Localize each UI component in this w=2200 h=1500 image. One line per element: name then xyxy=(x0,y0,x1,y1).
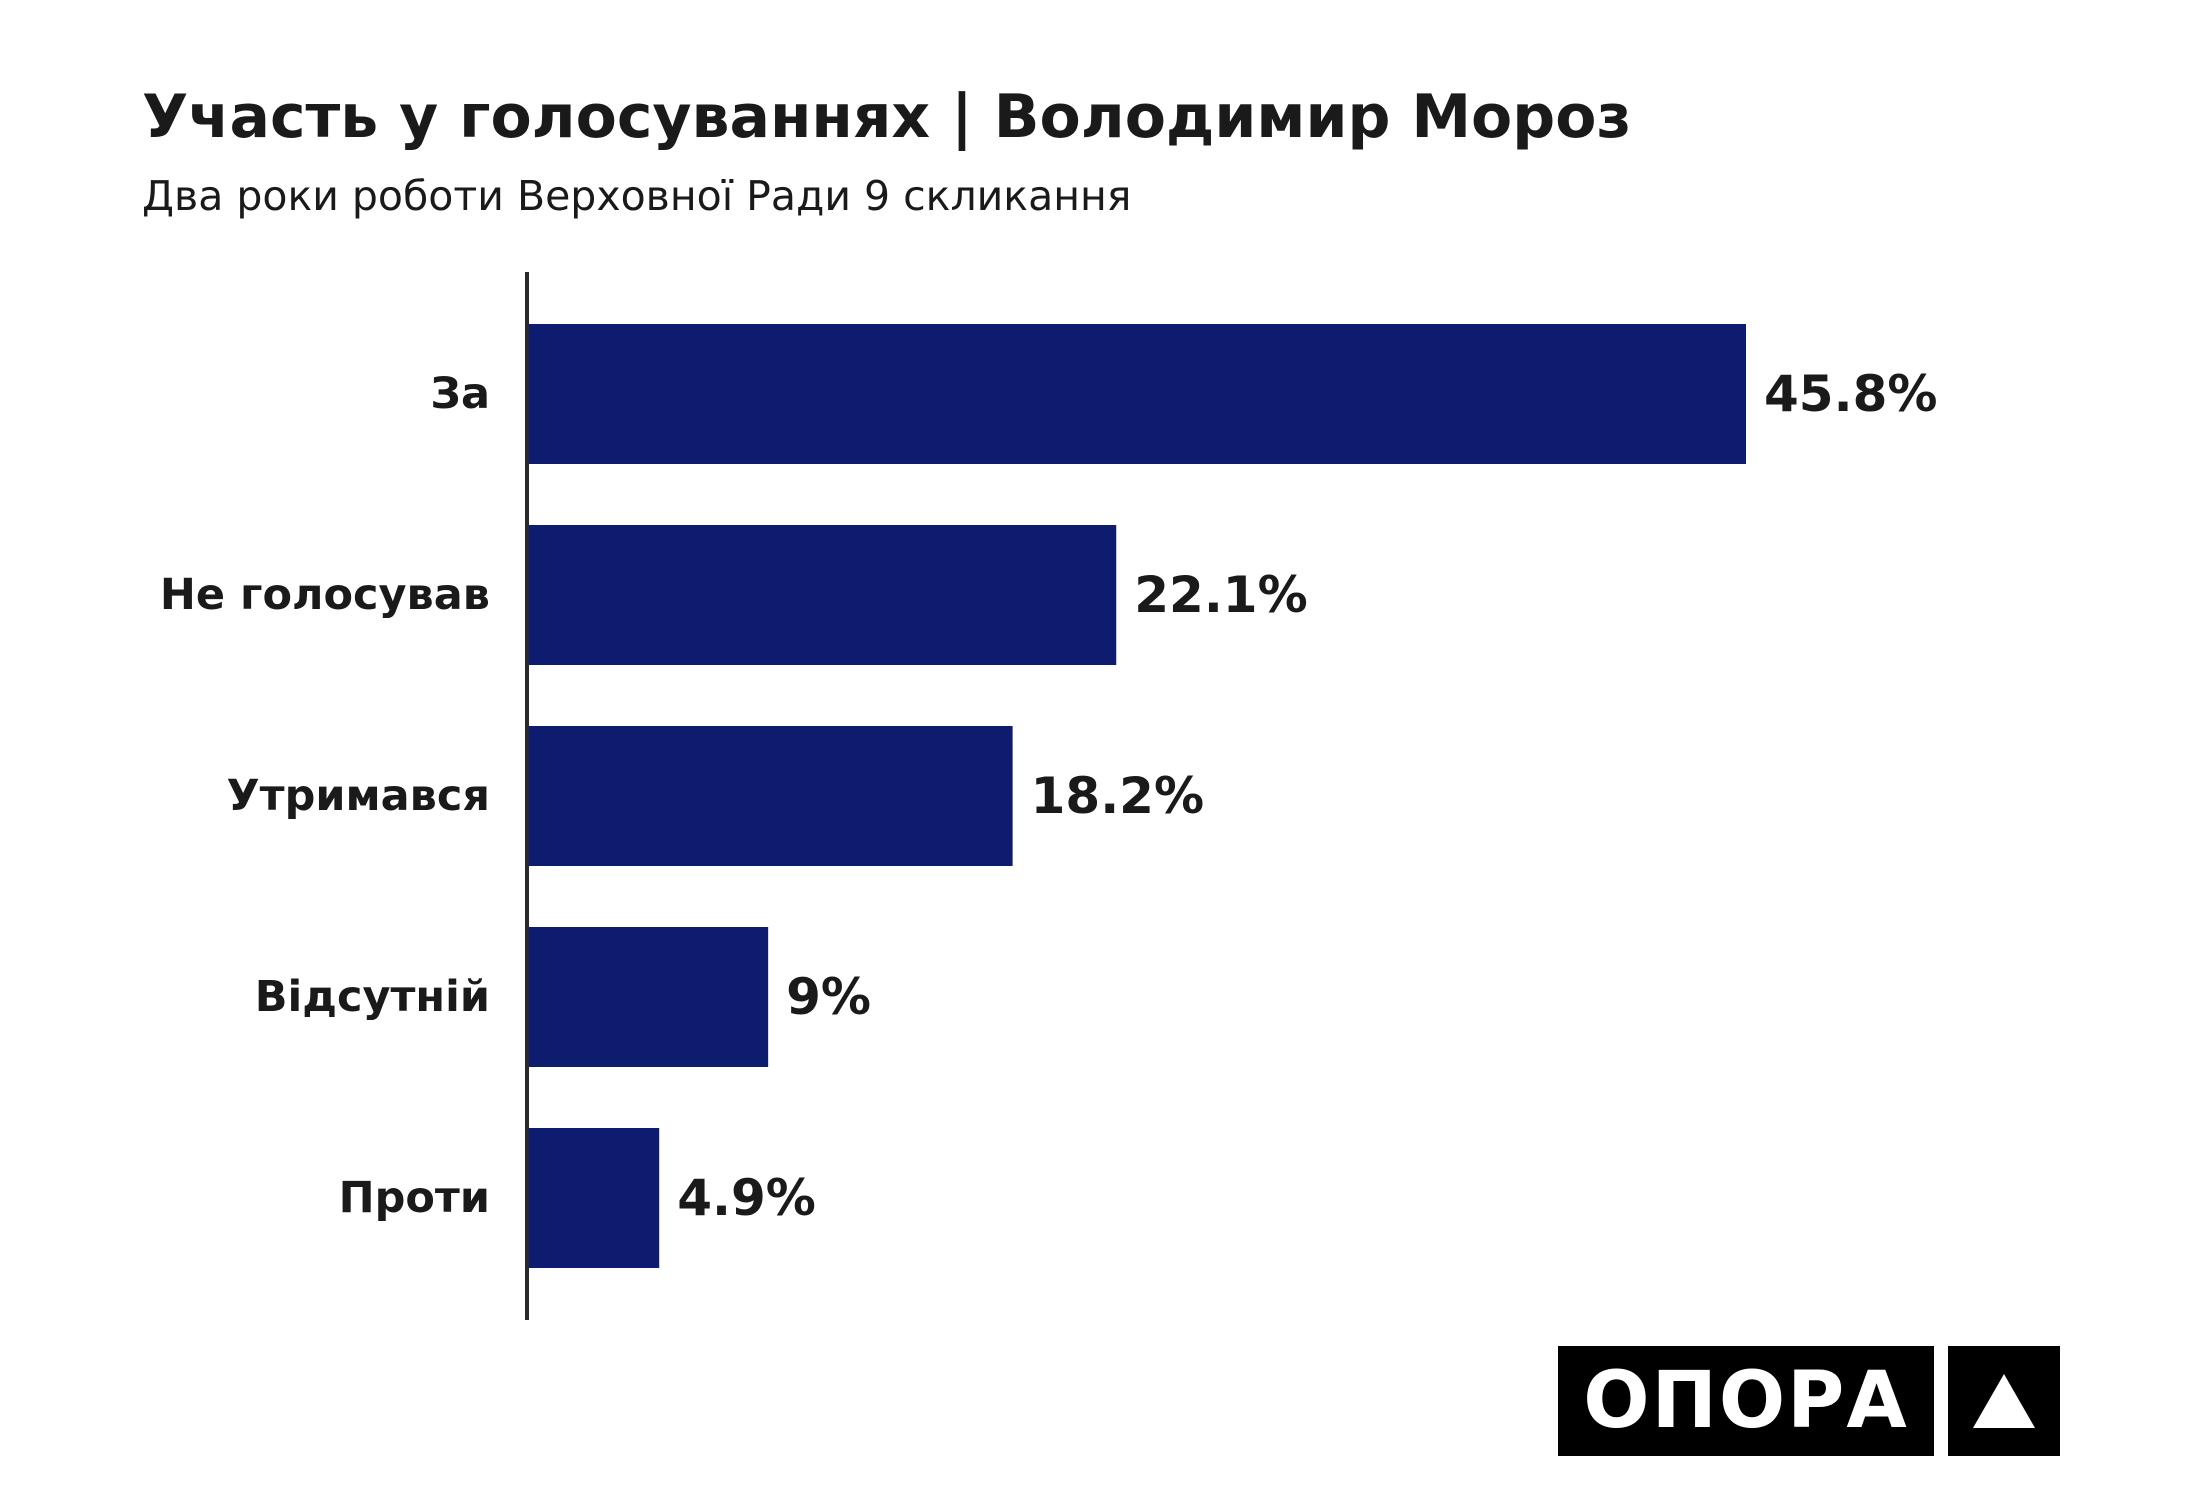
value-label-2: 18.2% xyxy=(1031,767,1204,825)
triangle-icon xyxy=(1948,1346,2060,1456)
category-label-0: За xyxy=(430,369,490,419)
category-label-4: Проти xyxy=(339,1173,490,1223)
bar-3 xyxy=(529,927,769,1067)
chart-title: Участь у голосуваннях | Володимир Мороз xyxy=(142,82,1632,152)
bar-0 xyxy=(529,324,1746,464)
bar-4 xyxy=(529,1128,660,1268)
value-label-3: 9% xyxy=(786,968,871,1026)
bar-1 xyxy=(529,525,1117,665)
chart-subtitle: Два роки роботи Верховної Ради 9 скликан… xyxy=(142,172,1132,220)
value-label-0: 45.8% xyxy=(1764,365,1937,423)
value-label-4: 4.9% xyxy=(677,1169,816,1227)
bar-2 xyxy=(529,726,1013,866)
category-label-1: Не голосував xyxy=(160,570,490,620)
category-label-2: Утримався xyxy=(227,771,490,821)
bars-group: За 45.8% Не голосував 22.1% Утримався 18.2% Ві… xyxy=(160,324,1937,1268)
category-label-3: Відсутній xyxy=(255,972,490,1022)
opora-logo: ОПОРА xyxy=(1558,1346,2060,1456)
value-label-1: 22.1% xyxy=(1134,566,1307,624)
logo-text: ОПОРА xyxy=(1558,1346,1934,1456)
